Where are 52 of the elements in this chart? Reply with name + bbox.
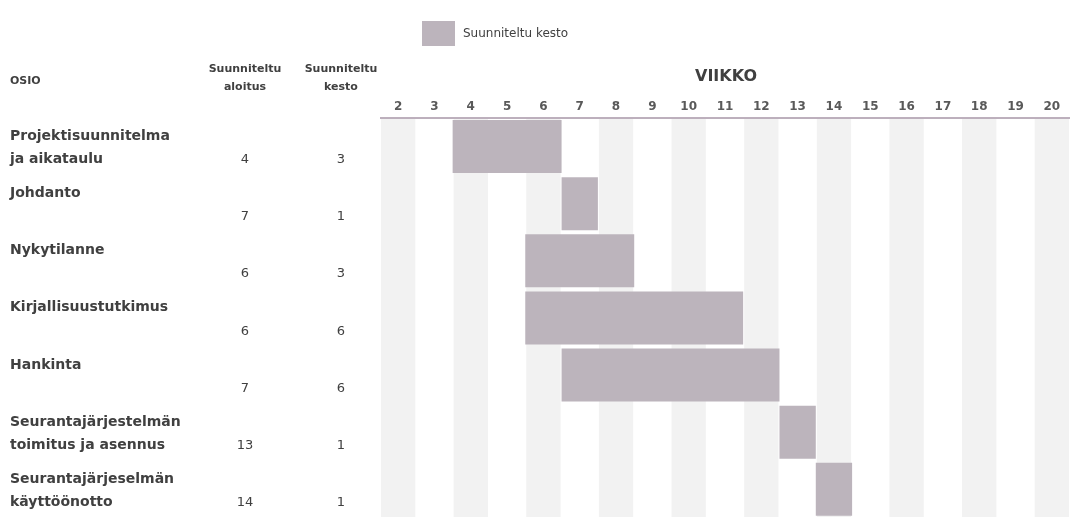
x-tick-label: 8 bbox=[611, 99, 621, 113]
bar bbox=[525, 234, 635, 288]
data-label: 6 bbox=[239, 265, 251, 282]
x-tick-label: 13 bbox=[789, 99, 806, 113]
x-tick-label: 17 bbox=[934, 99, 952, 113]
text: OSIO bbox=[10, 74, 41, 87]
text: Suunniteltu kesto bbox=[303, 61, 379, 95]
data-label: 14 bbox=[235, 494, 255, 510]
x-tick-label: 18 bbox=[970, 99, 988, 113]
data-label: 4 bbox=[239, 151, 251, 168]
data-label: 6 bbox=[239, 322, 251, 339]
data-label: 13 bbox=[235, 436, 255, 453]
x-tick-label: 12 bbox=[752, 99, 770, 113]
x-tick-label: 16 bbox=[898, 99, 915, 113]
data-label: 1 bbox=[335, 494, 347, 510]
x-tick-label: 14 bbox=[825, 99, 843, 113]
bar bbox=[525, 291, 744, 345]
data-label: 7 bbox=[239, 379, 251, 396]
x-tick-label: 15 bbox=[861, 99, 879, 113]
category-label: Hankinta bbox=[10, 354, 82, 374]
x-tick-label: 5 bbox=[502, 99, 512, 113]
bar bbox=[452, 120, 562, 173]
x-tick-label: 7 bbox=[575, 99, 584, 113]
x-axis-title: VIIKKO bbox=[694, 66, 758, 85]
data-label: 6 bbox=[335, 379, 347, 396]
x-tick-label: 9 bbox=[648, 99, 657, 113]
data-label: 3 bbox=[335, 265, 347, 282]
bar bbox=[815, 462, 853, 516]
data-label: 6 bbox=[335, 322, 347, 339]
data-label: 1 bbox=[335, 436, 347, 453]
category-label: Seurantajärjeselmän käyttöönotto bbox=[10, 468, 175, 511]
category-label: Johdanto bbox=[10, 183, 81, 203]
x-tick-label: 3 bbox=[430, 99, 439, 113]
data-label: 3 bbox=[335, 151, 347, 168]
bar bbox=[561, 177, 598, 231]
x-tick-label: 19 bbox=[1007, 99, 1024, 113]
data-label: 1 bbox=[335, 208, 347, 225]
bar bbox=[779, 405, 816, 459]
x-tick-label: 11 bbox=[716, 99, 734, 113]
x-tick-label: 10 bbox=[680, 99, 698, 113]
x-tick-label: 6 bbox=[539, 99, 548, 113]
category-label: Nykytilanne bbox=[10, 240, 105, 260]
x-tick-label: 4 bbox=[466, 99, 475, 113]
data-label: 7 bbox=[239, 208, 251, 225]
category-label: Kirjallisuustutkimus bbox=[10, 297, 169, 317]
bar bbox=[561, 348, 780, 402]
x-tick-label: 2 bbox=[393, 99, 403, 113]
category-label: Seurantajärjestelmän toimitus ja asennus bbox=[10, 411, 181, 454]
text: Suunniteltu aloitus bbox=[207, 61, 283, 95]
x-tick-label: 20 bbox=[1043, 99, 1061, 113]
legend-label: Suunniteltu kesto bbox=[463, 26, 569, 40]
category-label: Projektisuunnitelma ja aikataulu bbox=[10, 126, 170, 168]
